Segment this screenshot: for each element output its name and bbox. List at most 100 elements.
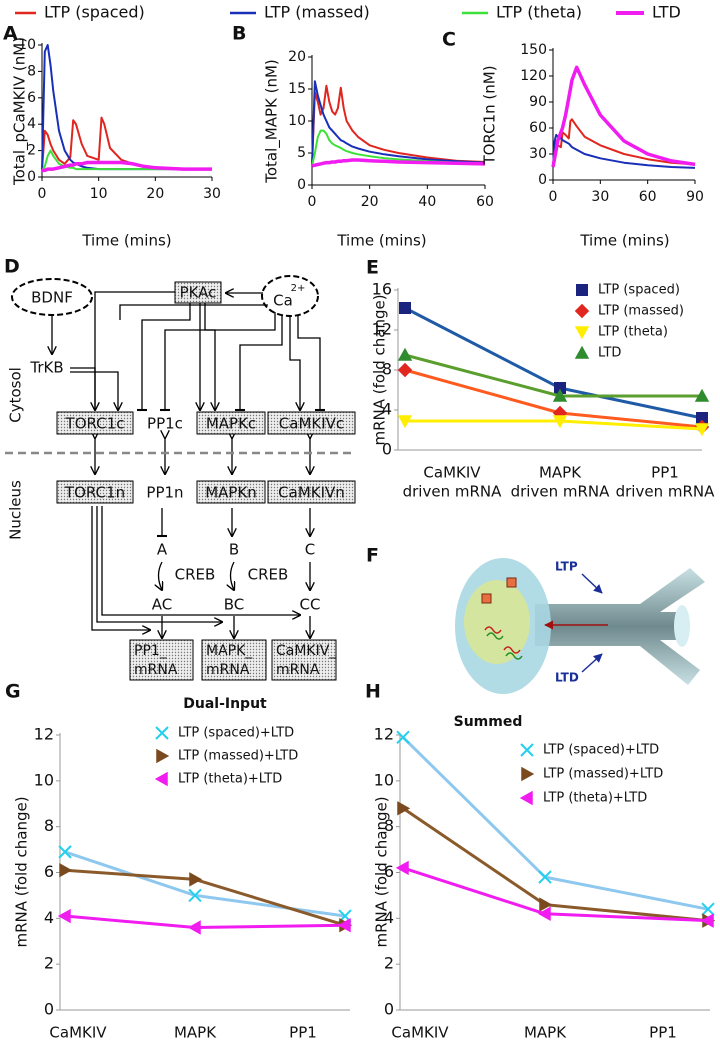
legend-marker <box>574 326 590 340</box>
dendrite <box>535 568 705 685</box>
node-box <box>271 639 337 681</box>
y-tick-label: 10 <box>374 770 394 789</box>
x-tick-label: 60 <box>639 189 657 205</box>
y-tick-label: 120 <box>520 68 547 84</box>
legend-marker <box>154 771 168 787</box>
series-line <box>402 807 709 923</box>
y-tick-label: 2 <box>27 143 36 159</box>
node-label: MAPKn <box>205 484 257 502</box>
y-tick-label: 6 <box>44 862 54 881</box>
y-tick-label: 8 <box>44 816 54 835</box>
node-label: CC <box>300 596 321 614</box>
legend-label: LTP (massed) <box>598 304 684 319</box>
x-tick-label: 0 <box>38 186 47 202</box>
node-label: CREB <box>175 566 216 584</box>
node-box <box>267 480 356 504</box>
x-tick-label: 0 <box>549 189 558 205</box>
marker <box>700 913 714 928</box>
y-tick-label: 6 <box>384 862 394 881</box>
panel-letter: H <box>365 681 381 703</box>
marker <box>552 415 568 429</box>
marker <box>397 362 413 378</box>
marker <box>58 845 72 859</box>
marker <box>396 730 410 744</box>
panel-letter: C <box>442 29 456 51</box>
marker <box>696 412 708 424</box>
marker <box>694 423 710 437</box>
y-tick-label: 2 <box>384 954 394 973</box>
node-box <box>196 411 266 435</box>
x-tick-label: MAPK <box>539 464 582 482</box>
arrows <box>52 292 326 638</box>
marker <box>187 920 201 935</box>
node-box <box>201 639 267 681</box>
y-tick-label: 2 <box>44 954 54 973</box>
y-axis-label: mRNA (fold change) <box>13 796 31 947</box>
legend-label: LTP (massed) <box>264 3 370 22</box>
y-tick-label: 4 <box>384 908 394 927</box>
y-tick-label: 4 <box>382 400 392 419</box>
y-tick-label: 6 <box>27 90 36 106</box>
node-label: TORC1n <box>64 484 125 502</box>
marker <box>694 388 710 402</box>
marker <box>399 302 411 314</box>
x-tick-label: driven mRNA <box>616 483 715 501</box>
series-line <box>311 158 486 168</box>
x-axis-label: Time (mins) <box>336 232 426 250</box>
node-label: TrKB <box>29 359 63 377</box>
marker <box>552 388 568 402</box>
y-tick-label: 60 <box>529 120 547 136</box>
chart-title: Dual-Input <box>183 696 267 712</box>
y-tick-label: 12 <box>34 725 54 744</box>
y-tick-label: 90 <box>529 94 547 110</box>
y-tick-label: 30 <box>529 146 547 162</box>
y-tick-label: 0 <box>384 1000 394 1019</box>
legend-marker <box>156 748 170 764</box>
x-tick-label: MAPK <box>524 1024 567 1041</box>
x-tick-label: 60 <box>476 194 494 210</box>
node-label: Ca <box>273 292 293 310</box>
y-tick-label: 150 <box>520 42 547 58</box>
legend-label: LTP (theta) <box>598 325 668 340</box>
ltd-arrow <box>581 653 603 673</box>
bdnf-node <box>11 278 93 316</box>
y-tick-label: 8 <box>384 816 394 835</box>
x-tick-label: 0 <box>308 194 317 210</box>
panel-letter: B <box>232 23 246 45</box>
legend-marker <box>520 743 534 757</box>
series-line <box>402 866 709 923</box>
x-tick-label: 30 <box>203 186 221 202</box>
legend-label: LTD <box>652 3 681 22</box>
illustration: F LTP LTD <box>366 545 705 694</box>
x-tick-label: PP1 <box>649 1024 677 1041</box>
x-tick-label: 90 <box>686 189 704 205</box>
diagram: D BDNF PKAc Ca 2+ TrKB Cytosol Nucleus <box>4 256 356 681</box>
molecule <box>481 593 492 604</box>
x-tick-label: driven mRNA <box>403 483 502 501</box>
node-label: MAPK_ <box>206 643 253 659</box>
compartment-label: Cytosol <box>7 367 25 423</box>
y-tick-label: 12 <box>372 320 392 339</box>
node-label: PP1n <box>146 484 183 502</box>
legend-label: LTP (spaced) <box>44 3 145 22</box>
node-label: B <box>229 541 239 559</box>
ltp-arrow <box>581 573 603 594</box>
node-box <box>56 411 134 435</box>
legend-marker <box>574 303 590 319</box>
x-tick-label: CaMKIV <box>391 1024 449 1041</box>
node-box <box>129 639 194 681</box>
y-tick-label: 10 <box>288 113 306 129</box>
series-line <box>311 80 486 166</box>
legend-marker <box>519 790 533 806</box>
x-tick-label: CaMKIV <box>423 464 481 482</box>
x-tick-label: MAPK <box>174 1024 217 1041</box>
x-tick-label: driven mRNA <box>511 483 610 501</box>
node-label: BDNF <box>31 289 73 307</box>
marker <box>539 897 553 912</box>
legend-label: LTP (theta)+LTD <box>543 791 647 806</box>
node-label: PKAc <box>180 284 217 302</box>
node-label: CREB <box>248 566 289 584</box>
y-tick-label: 0 <box>44 1000 54 1019</box>
